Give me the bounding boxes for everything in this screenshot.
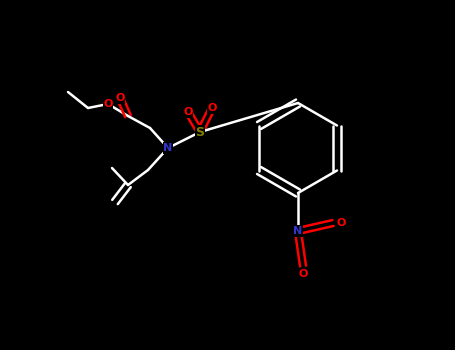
Text: S: S xyxy=(196,126,204,139)
Text: N: N xyxy=(163,143,172,153)
Text: O: O xyxy=(336,218,346,228)
Text: O: O xyxy=(207,103,217,113)
Text: O: O xyxy=(115,93,125,103)
Text: O: O xyxy=(183,107,192,117)
Text: O: O xyxy=(298,269,308,279)
Text: O: O xyxy=(103,99,113,109)
Text: N: N xyxy=(293,226,303,236)
